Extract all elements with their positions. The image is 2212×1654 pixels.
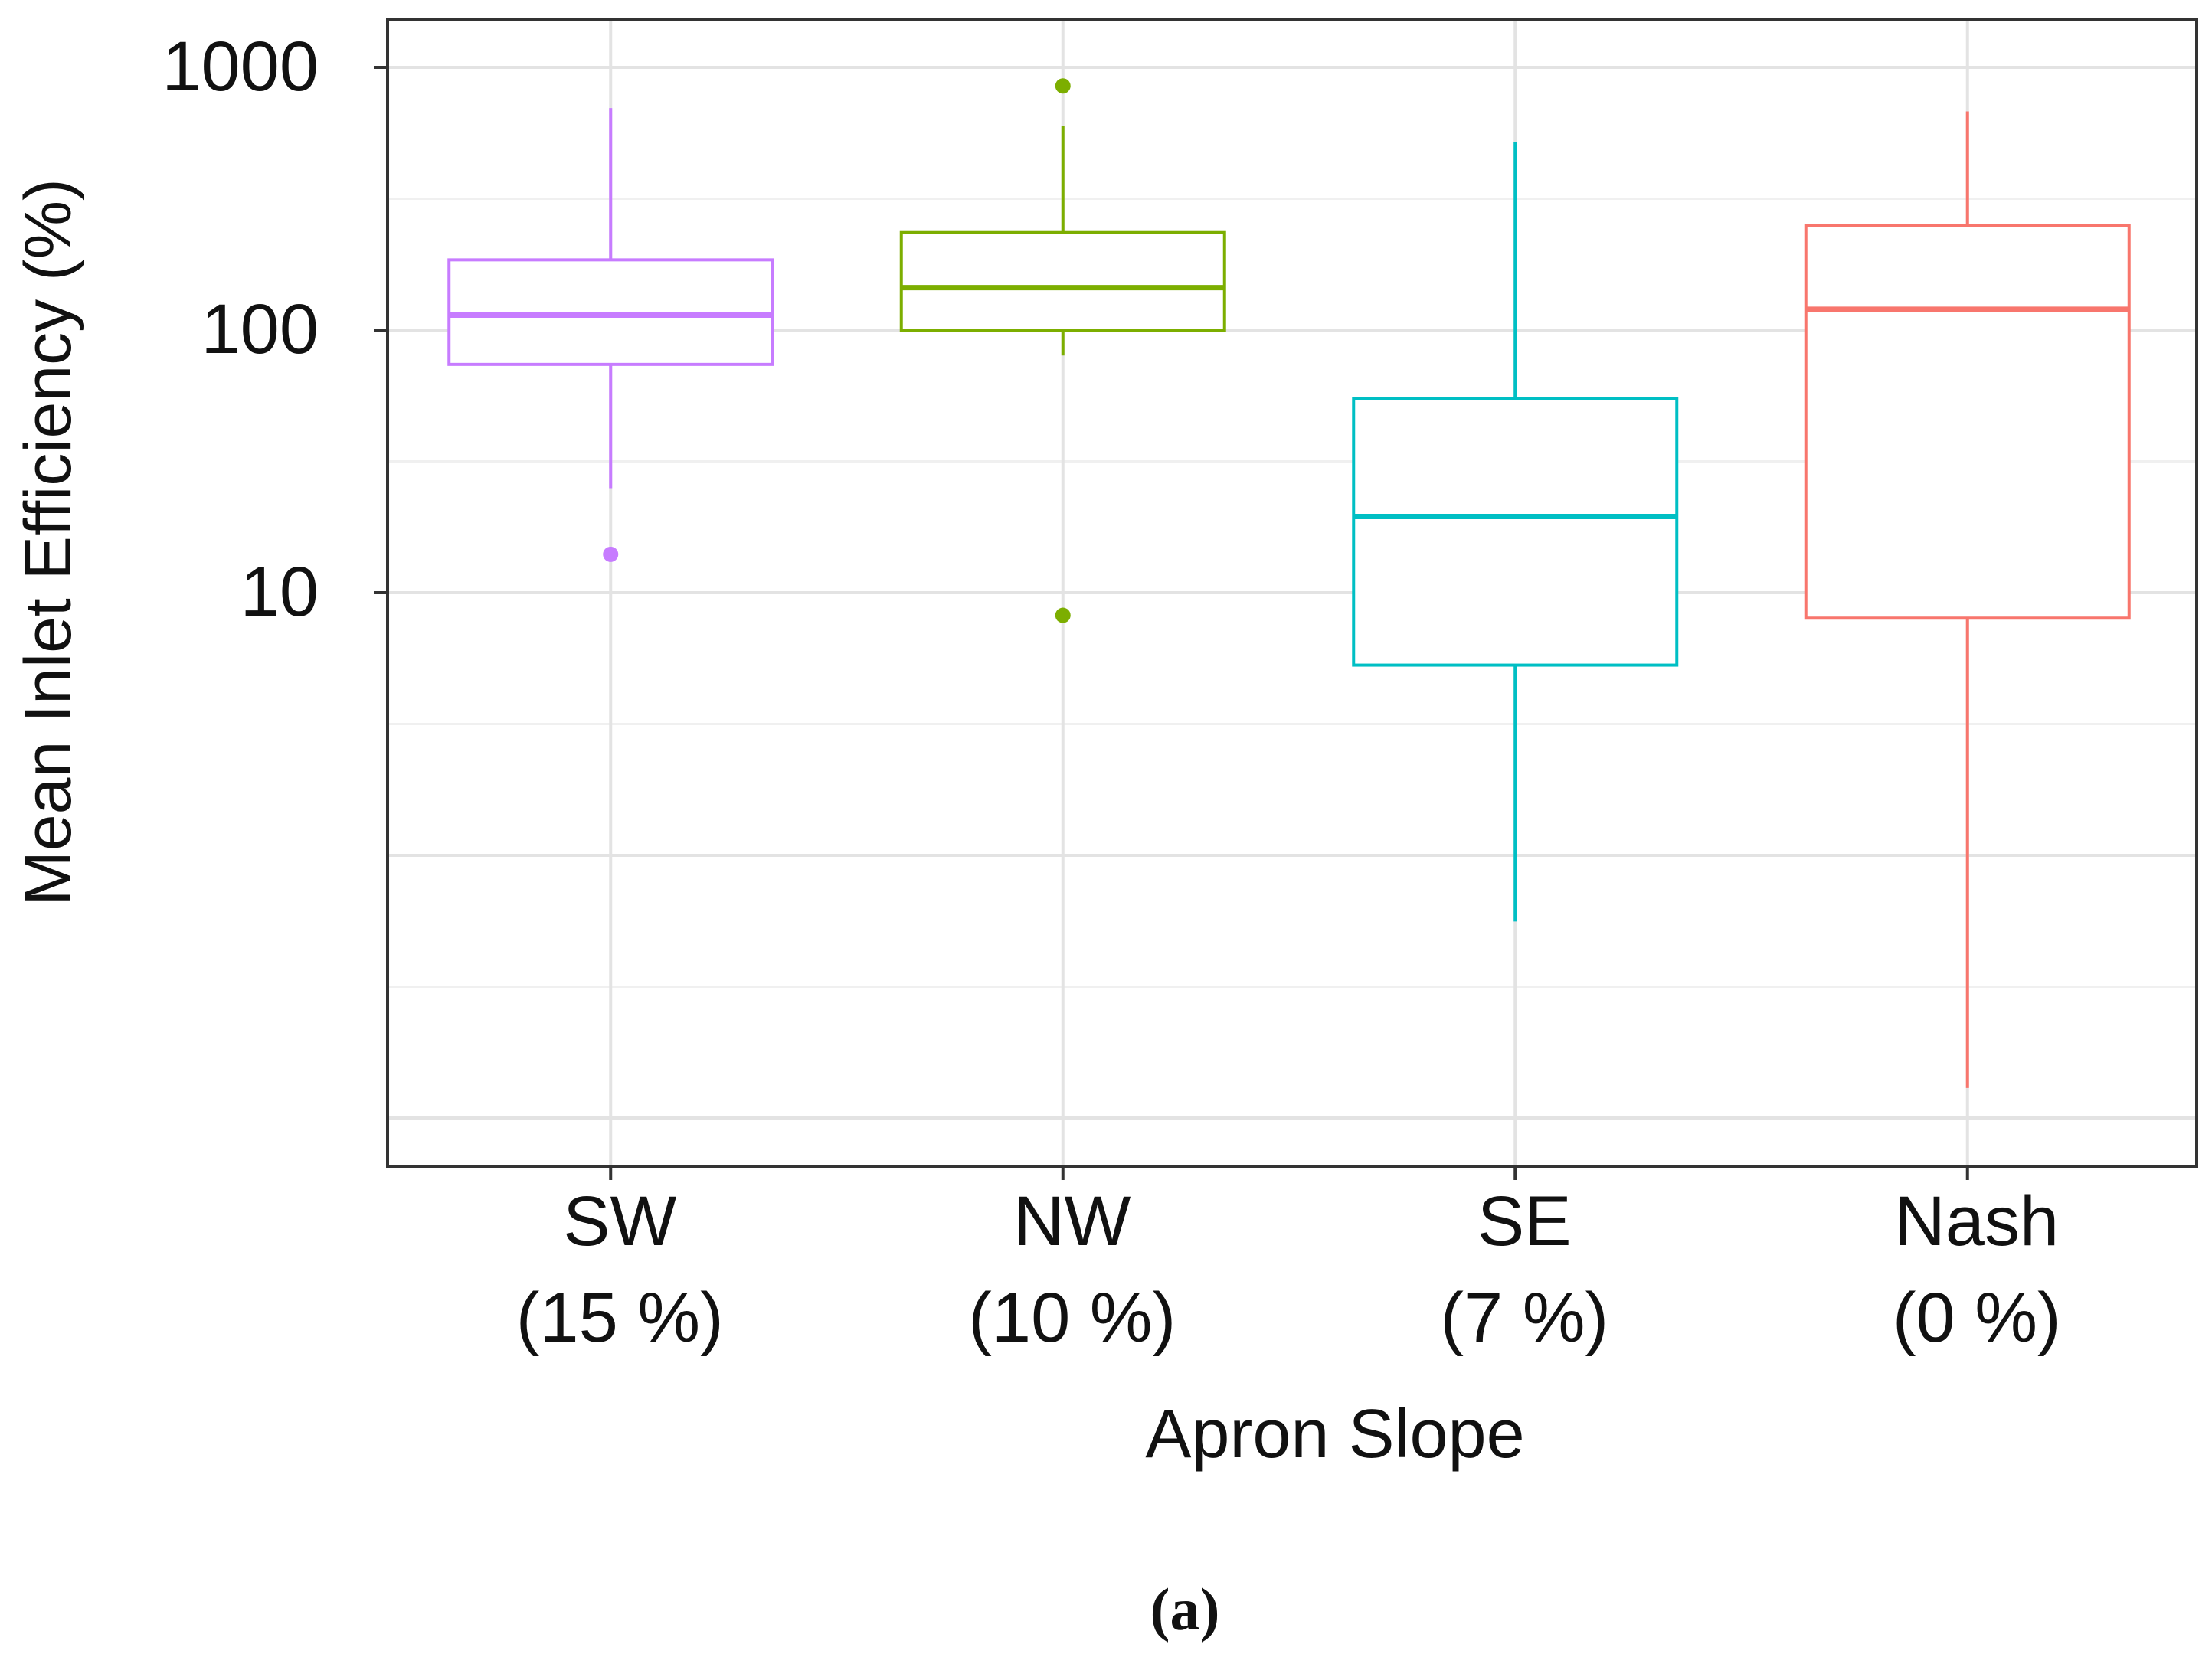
outlier-point <box>1055 78 1071 94</box>
y-axis: 10 100 1000 <box>162 28 388 631</box>
x-tick-label-name: SW <box>563 1182 676 1260</box>
box-series <box>447 78 2131 1088</box>
box-group-se <box>1352 142 1679 922</box>
grid-lines <box>388 20 2197 1166</box>
x-tick-label-slope: (0 %) <box>1893 1279 2061 1357</box>
y-tick-label: 100 <box>201 290 319 368</box>
iqr-box <box>1804 224 2131 620</box>
y-axis-label: Mean Inlet Efficiency (%) <box>11 178 85 906</box>
box-group-nw <box>899 78 1226 623</box>
iqr-box <box>1352 397 1679 667</box>
x-tick-label-name: SE <box>1477 1182 1572 1260</box>
x-tick-label-slope: (7 %) <box>1440 1279 1608 1357</box>
x-axis-label: Apron Slope <box>1145 1396 1524 1473</box>
box-group-nash <box>1804 111 2131 1088</box>
iqr-box <box>447 258 774 366</box>
outlier-point <box>603 546 619 562</box>
y-tick-label: 1000 <box>162 28 319 106</box>
x-tick-label-slope: (15 %) <box>516 1279 724 1357</box>
x-tick-label-name: Nash <box>1894 1182 2059 1260</box>
y-tick-label: 10 <box>241 553 319 631</box>
box-group-sw <box>447 108 774 562</box>
x-tick-label-name: NW <box>1013 1182 1131 1260</box>
x-tick-label-slope: (10 %) <box>968 1279 1176 1357</box>
x-axis: SW (15 %) NW (10 %) SE (7 %) Nash (0 %) <box>516 1166 2061 1357</box>
iqr-box <box>899 230 1226 332</box>
figure-caption: (a) <box>1150 1576 1220 1643</box>
outlier-point <box>1055 607 1071 623</box>
